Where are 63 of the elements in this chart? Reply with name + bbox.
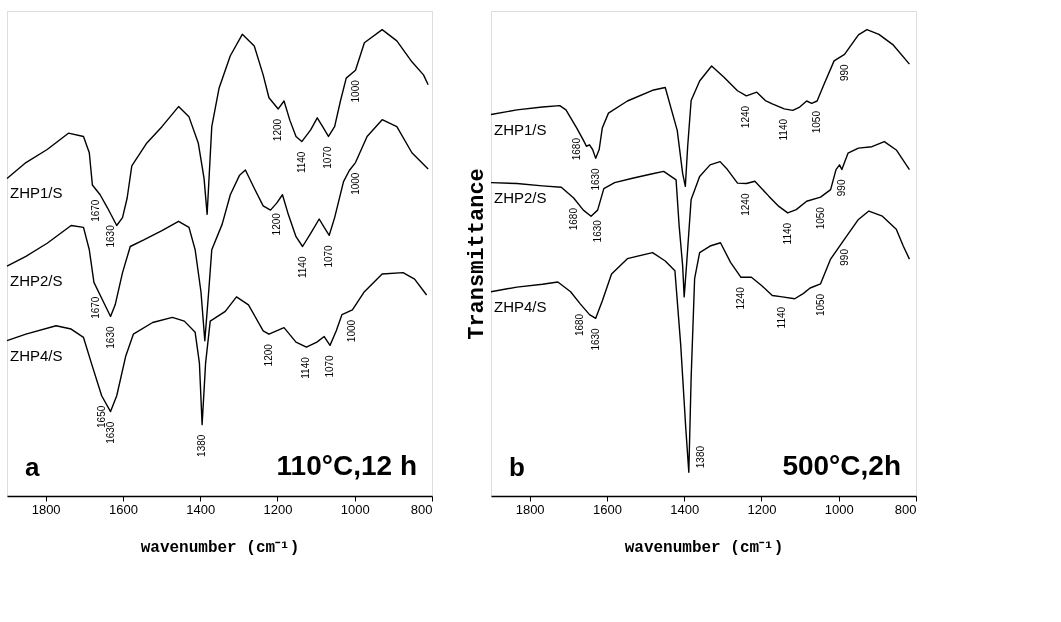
annotation: 1670	[89, 199, 101, 222]
annotation: 1630	[591, 219, 603, 243]
annotation: 1670	[89, 296, 101, 319]
series-label: ZHP2/S	[494, 188, 547, 206]
annotation: 1380	[196, 434, 208, 457]
x-tick-label: 1000	[824, 501, 854, 517]
x-axis-title: wavenumber (cm⁻¹)	[140, 538, 300, 557]
annotation: 1680	[574, 313, 586, 337]
annotation: 1140	[300, 356, 312, 379]
annotation: 1240	[740, 105, 752, 129]
annotation: 1630	[589, 327, 601, 351]
annotation: b	[509, 452, 525, 482]
annotation: 110°C,12 h	[276, 450, 417, 481]
annotation: 1140	[295, 151, 307, 174]
annotation: a	[25, 452, 40, 482]
annotation: 1140	[296, 256, 308, 279]
y-axis-title: Transmittance	[464, 168, 490, 340]
x-tick-label: 1000	[340, 501, 370, 517]
x-tick-label: 1400	[186, 501, 216, 517]
x-tick-label: 1400	[670, 501, 700, 517]
annotation: 1200	[262, 343, 274, 367]
annotation: 1240	[740, 193, 752, 216]
annotation: 1070	[323, 244, 335, 268]
x-tick-label: 1800	[31, 501, 61, 517]
x-tick-label: 800	[894, 501, 917, 517]
x-tick-label: 1600	[592, 501, 622, 517]
annotation: 1200	[272, 118, 284, 142]
annotation: 1630	[589, 167, 601, 191]
annotation: 1650	[95, 405, 107, 428]
annotation: 1050	[811, 110, 823, 134]
x-tick-label: 800	[410, 501, 433, 517]
annotation: 1680	[567, 207, 579, 231]
annotation: 1240	[734, 286, 746, 310]
annotation: 1630	[105, 224, 117, 248]
annotation: 1140	[781, 222, 793, 245]
x-tick-label: 1200	[747, 501, 777, 517]
annotation: 1000	[349, 172, 361, 195]
series-label: ZHP4/S	[494, 297, 547, 315]
x-tick-label: 1800	[515, 501, 545, 517]
annotation: 1680	[570, 137, 582, 161]
annotation: 1070	[324, 354, 335, 378]
x-axis-title: wavenumber (cm⁻¹)	[624, 538, 784, 557]
annotation: 1380	[694, 445, 706, 469]
x-tick-label: 1200	[263, 501, 293, 517]
series-label: ZHP2/S	[10, 272, 63, 290]
annotation: 1070	[322, 146, 334, 169]
annotation: 990	[838, 248, 850, 266]
annotation: 1140	[776, 306, 788, 329]
annotation: 500°C,2h	[782, 450, 901, 481]
annotation: 1630	[104, 421, 116, 444]
annotation: 1200	[270, 212, 282, 236]
x-tick-label: 1600	[108, 501, 138, 517]
annotation: 1630	[104, 326, 116, 349]
annotation: 990	[838, 63, 850, 82]
annotation: 1140	[778, 118, 790, 141]
series-label: ZHP1/S	[10, 184, 63, 202]
annotation: 1000	[349, 79, 361, 103]
series-label: ZHP1/S	[494, 120, 547, 138]
annotation: 1050	[814, 293, 826, 317]
annotation: 990	[835, 179, 847, 197]
series-label: ZHP4/S	[10, 346, 63, 364]
annotation: 1000	[346, 319, 358, 343]
annotation: 1050	[814, 206, 826, 230]
